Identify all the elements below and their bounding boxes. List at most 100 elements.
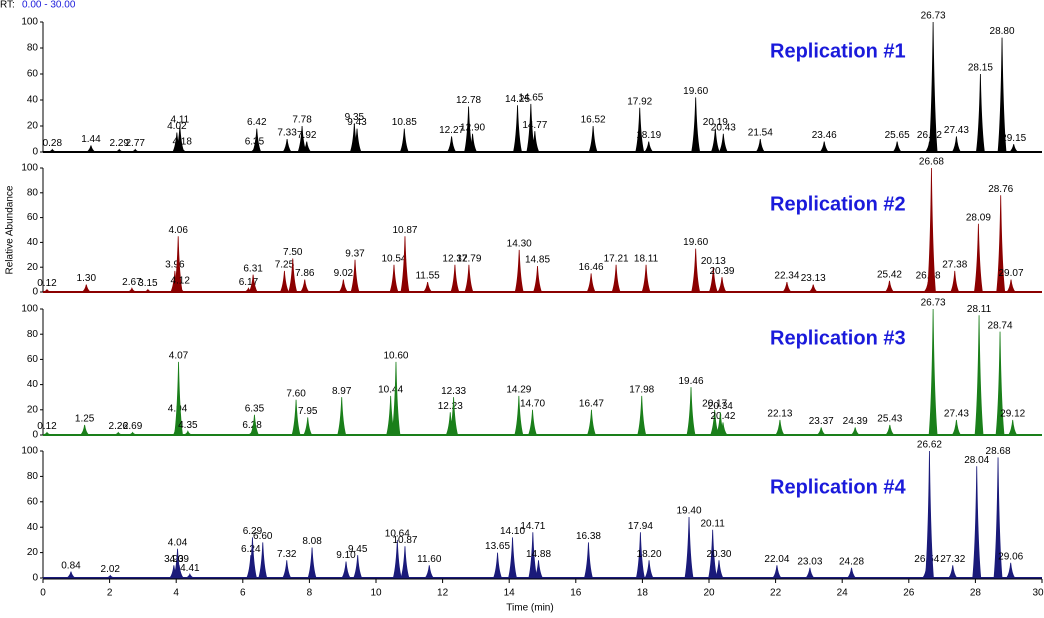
- peak: [808, 284, 819, 293]
- peak-label: 14.85: [525, 255, 550, 266]
- peak: [79, 424, 90, 436]
- peak-label: 19.46: [679, 376, 704, 387]
- peak-label: 7.92: [297, 130, 317, 141]
- peak-label: 27.43: [944, 125, 969, 136]
- peak-label: 14.10: [500, 526, 525, 537]
- peak-label: 7.60: [286, 388, 306, 399]
- x-tick-label: 10: [370, 588, 382, 599]
- peak-label: 4.11: [170, 115, 189, 126]
- peak: [950, 270, 960, 293]
- y-tick-label: 80: [27, 329, 39, 340]
- y-tick-label: 40: [27, 237, 39, 248]
- peak-label: 12.37: [442, 253, 467, 264]
- peak: [611, 264, 621, 293]
- peak: [708, 529, 718, 579]
- peak-label: 22.13: [767, 409, 792, 420]
- peak-label: 20.34: [708, 401, 733, 412]
- peak-label: 14.71: [520, 521, 545, 532]
- peak-label: 28.11: [967, 304, 992, 315]
- y-axis-label: Relative Abundance: [5, 185, 16, 274]
- peak-label: 25.43: [877, 414, 902, 425]
- peak: [42, 431, 52, 436]
- peak: [710, 128, 720, 153]
- peak-label: 0.28: [43, 138, 63, 149]
- x-tick-label: 16: [570, 588, 582, 599]
- y-tick-label: 0: [32, 573, 38, 584]
- peak-label: 2.69: [123, 421, 143, 432]
- peak: [849, 427, 861, 436]
- peak: [772, 565, 782, 579]
- x-tick-label: 28: [970, 588, 982, 599]
- peak-label: 4.41: [180, 563, 200, 574]
- peak: [686, 387, 696, 436]
- peak: [755, 138, 766, 153]
- peak-label: 26.73: [921, 11, 946, 22]
- peak: [399, 128, 409, 153]
- peak: [115, 148, 124, 153]
- peak: [258, 542, 268, 579]
- peak: [291, 399, 301, 436]
- peak: [450, 264, 460, 293]
- y-tick-label: 20: [27, 404, 39, 415]
- x-tick-label: 12: [437, 588, 449, 599]
- y-tick-label: 20: [27, 121, 39, 132]
- peak: [249, 414, 260, 436]
- peak: [1007, 419, 1018, 436]
- peak-label: 11.55: [415, 271, 440, 282]
- peak-label: 2.67: [122, 277, 142, 288]
- peak-label: 9.37: [345, 248, 365, 259]
- peak-label: 16.47: [579, 398, 604, 409]
- peak: [282, 138, 292, 153]
- peak-label: 10.64: [385, 529, 410, 540]
- x-tick-label: 0: [40, 588, 46, 599]
- peak-label: 14.29: [506, 385, 531, 396]
- peak: [143, 288, 152, 293]
- peak-label: 4.18: [172, 137, 192, 148]
- peak: [884, 424, 895, 436]
- y-tick-label: 60: [27, 496, 39, 507]
- rt-range: 0.00 - 30.00: [22, 0, 76, 11]
- peak: [532, 265, 543, 293]
- peak: [301, 141, 312, 153]
- peak-label: 20.42: [710, 411, 735, 422]
- peak: [1005, 562, 1016, 579]
- x-tick-label: 22: [770, 588, 782, 599]
- peak: [1006, 279, 1016, 293]
- peak-label: 12.23: [438, 401, 463, 412]
- peak-label: 9.45: [348, 544, 368, 555]
- peak-label: 20.17: [702, 398, 727, 409]
- peak: [691, 248, 701, 293]
- peak: [975, 73, 985, 153]
- y-tick-label: 60: [27, 69, 39, 80]
- peak: [927, 167, 936, 293]
- peak: [183, 430, 193, 436]
- peak: [928, 21, 938, 153]
- peak-label: 23.37: [809, 416, 834, 427]
- peak: [178, 146, 187, 153]
- peak-label: 12.90: [460, 122, 485, 133]
- x-tick-label: 30: [1032, 588, 1044, 599]
- peak-label: 23.13: [801, 273, 826, 284]
- peak: [775, 419, 785, 436]
- x-tick-label: 26: [903, 588, 915, 599]
- peak: [637, 395, 647, 436]
- y-tick-label: 100: [21, 446, 38, 457]
- peak-label: 28.68: [986, 446, 1011, 457]
- peak-label: 8.08: [302, 536, 322, 547]
- peak-label: 7.50: [283, 247, 303, 258]
- x-tick-label: 14: [504, 588, 516, 599]
- peak: [176, 285, 185, 293]
- peak-label: 10.85: [392, 117, 417, 128]
- peak-label: 9.35: [345, 112, 365, 123]
- peak-label: 10.87: [392, 535, 417, 546]
- peak: [684, 517, 694, 579]
- peak-label: 25.42: [877, 269, 902, 280]
- peak-label: 12.79: [456, 253, 481, 264]
- y-tick-label: 0: [32, 147, 38, 158]
- peak: [392, 539, 402, 579]
- peak: [400, 546, 410, 579]
- peak-label: 4.07: [169, 351, 189, 362]
- y-tick-label: 40: [27, 379, 39, 390]
- peak-label: 17.92: [627, 96, 652, 107]
- peak-label: 9.10: [336, 550, 356, 561]
